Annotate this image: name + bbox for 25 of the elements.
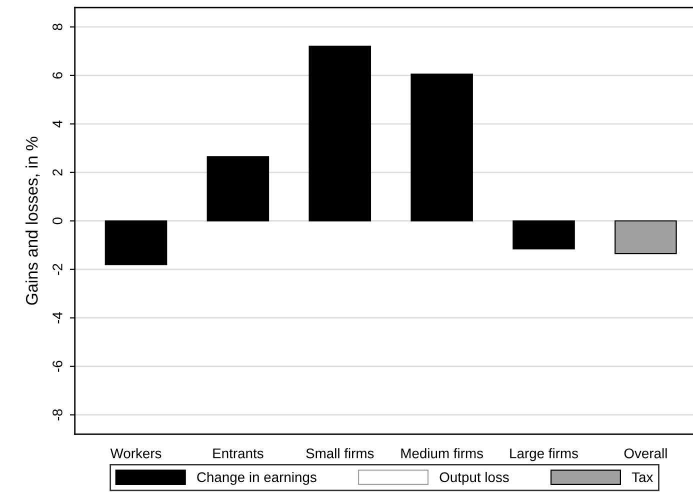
bar — [308, 46, 372, 222]
y-tick-label: -2 — [52, 264, 62, 275]
x-tick-label: Overall — [624, 448, 667, 458]
legend-label: Tax — [632, 472, 654, 482]
x-tick-label: Small firms — [306, 448, 374, 458]
y-tick-label: 2 — [52, 169, 62, 176]
y-tick-label: 0 — [52, 218, 62, 224]
x-tick-label: Workers — [110, 448, 162, 458]
bar — [206, 156, 270, 222]
y-tick-label: 4 — [52, 120, 62, 128]
y-tick-label: 8 — [52, 24, 62, 30]
y-axis-title: Gains and losses, in % — [26, 136, 40, 305]
legend-label: Change in earnings — [197, 472, 316, 485]
y-tick-label: 6 — [52, 72, 62, 79]
x-tick-label: Large firms — [510, 448, 578, 462]
bar — [614, 220, 677, 254]
bar — [512, 220, 575, 250]
legend-label: Output loss — [440, 472, 509, 485]
y-tick-label: -8 — [52, 409, 62, 420]
x-tick-label: Medium firms — [401, 448, 483, 458]
y-tick-label: -4 — [52, 312, 62, 324]
bar — [104, 220, 168, 266]
x-tick-label: Entrants — [213, 448, 264, 458]
bar — [410, 74, 473, 222]
y-tick-label: -6 — [52, 360, 62, 372]
